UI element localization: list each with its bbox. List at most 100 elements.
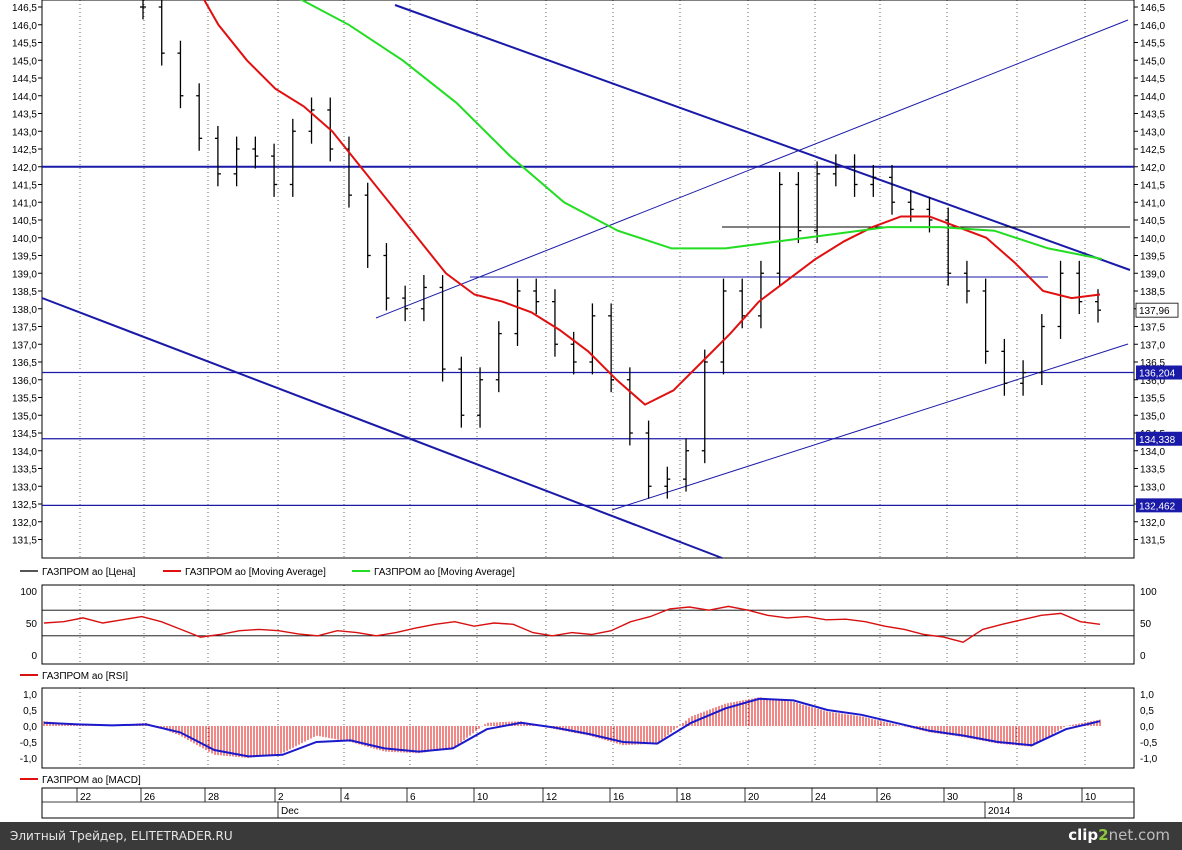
level-label-box [1136, 498, 1182, 513]
footer-bar: Элитный Трейдер, ELITETRADER.RU clip2net… [0, 822, 1182, 850]
y-tick-label: 141,5 [12, 181, 37, 192]
rsi-panel: 100 100 50 50 0 0 ГАЗПРОМ ао [RSI] [20, 584, 1157, 682]
y-tick-label: 0 [31, 651, 37, 662]
y-tick-label: 145,5 [12, 39, 37, 50]
y-tick-label: 132,5 [12, 500, 37, 511]
y-tick-label: 133,5 [12, 465, 37, 476]
y-tick-label: 0,5 [23, 706, 37, 717]
moving-average-red [203, 0, 1101, 406]
y-tick-label: 1,0 [23, 690, 37, 701]
y-tick-label: 0,0 [23, 722, 37, 733]
y-tick-label: 140,5 [1140, 216, 1165, 227]
brand-logo[interactable]: clip2net.com [1068, 826, 1170, 844]
y-tick-label: 146,5 [12, 3, 37, 14]
date-tick-label: 22 [80, 792, 92, 803]
date-tick-label: 4 [344, 792, 350, 803]
y-tick-label: 133,0 [12, 482, 37, 493]
date-tick-label: 28 [208, 792, 220, 803]
y-tick-label: 131,5 [12, 536, 37, 547]
y-tick-label: 144,5 [1140, 74, 1165, 85]
current-price-label: 137,96 [1139, 306, 1170, 317]
y-tick-label: -0,5 [20, 738, 38, 749]
date-tick-label: 20 [748, 792, 760, 803]
y-tick-label: 50 [1140, 619, 1152, 630]
y-tick-label: 142,0 [1140, 163, 1165, 174]
y-tick-label: 132,0 [1140, 518, 1165, 529]
y-tick-label: 136,5 [12, 358, 37, 369]
trend-line [394, 4, 1131, 271]
legend-label: ГАЗПРОМ ао [MACD] [42, 775, 141, 786]
y-tick-label: 143,0 [1140, 127, 1165, 138]
brand-logo-part: clip [1068, 826, 1099, 844]
month-label: 2014 [988, 806, 1011, 817]
y-tick-label: 133,5 [1140, 465, 1165, 476]
y-tick-label: 139,0 [1140, 269, 1165, 280]
y-tick-label: 132,0 [12, 518, 37, 529]
y-tick-label: 144,0 [1140, 92, 1165, 103]
y-tick-label: 142,5 [1140, 145, 1165, 156]
legend-label: ГАЗПРОМ ао [Moving Average] [374, 567, 515, 578]
y-tick-label: 137,5 [1140, 323, 1165, 334]
y-tick-label: 140,5 [12, 216, 37, 227]
month-label: Dec [281, 806, 299, 817]
level-label: 136,204 [1139, 369, 1176, 380]
y-tick-label: 143,5 [12, 110, 37, 121]
date-tick-label: 8 [1017, 792, 1023, 803]
brand-logo-part: 2 [1098, 826, 1109, 844]
y-tick-label: 139,5 [1140, 252, 1165, 263]
date-tick-label: 26 [144, 792, 156, 803]
legend-label: ГАЗПРОМ ао [Moving Average] [185, 567, 326, 578]
y-tick-label: 137,0 [1140, 340, 1165, 351]
channel-line [375, 19, 1129, 319]
rsi-line [43, 605, 1101, 643]
date-tick-label: 26 [880, 792, 892, 803]
y-tick-label: -0,5 [1140, 738, 1158, 749]
level-label: 134,338 [1139, 435, 1176, 446]
y-tick-label: 134,0 [12, 447, 37, 458]
legend-label: ГАЗПРОМ ао [RSI] [42, 671, 128, 682]
legend-label: ГАЗПРОМ ао [Цена] [42, 567, 136, 578]
level-label-box [1136, 365, 1182, 380]
date-tick-label: 12 [546, 792, 558, 803]
y-tick-label: 137,5 [12, 323, 37, 334]
moving-average-green [299, 0, 1103, 260]
y-tick-label: 136,5 [1140, 358, 1165, 369]
date-tick-label: 30 [947, 792, 959, 803]
level-label: 132,462 [1139, 501, 1176, 512]
date-tick-label: 24 [815, 792, 827, 803]
y-tick-label: 136,0 [12, 376, 37, 387]
brand-logo-part: net.com [1108, 826, 1170, 844]
y-tick-label: 0,5 [1140, 706, 1154, 717]
date-axis-frame [41, 787, 1135, 819]
y-tick-label: 143,0 [12, 127, 37, 138]
macd-panel: 1,0 1,0 0,5 0,5 0,0 0,0 -0,5 -0,5 -1,0 -1,0 ГАЗПРО… [20, 687, 1158, 786]
rsi-plot-frame [41, 584, 1135, 665]
price-plot-frame [41, 0, 1135, 559]
y-tick-label: 136,0 [1140, 376, 1165, 387]
y-tick-label: 138,5 [12, 287, 37, 298]
y-tick-label: -1,0 [1140, 754, 1158, 765]
y-tick-label: 145,0 [12, 56, 37, 67]
y-tick-label: 100 [20, 587, 37, 598]
y-tick-label: 140,0 [1140, 234, 1165, 245]
y-tick-label: 141,0 [12, 198, 37, 209]
y-tick-label: 142,0 [12, 163, 37, 174]
date-tick-label: 16 [613, 792, 625, 803]
y-tick-label: 145,0 [1140, 56, 1165, 67]
y-tick-label: 139,0 [12, 269, 37, 280]
y-tick-label: 145,5 [1140, 39, 1165, 50]
y-tick-label: 134,0 [1140, 447, 1165, 458]
y-tick-label: 139,5 [12, 252, 37, 263]
y-tick-label: 146,0 [1140, 21, 1165, 32]
price-panel: 146,5 146,5 146,0 146,0 145,5 145,5 145,0 145,0… [12, 0, 1182, 578]
chart-area: 146,5 146,5 146,0 146,0 145,5 145,5 145,0 145,0… [12, 0, 1182, 819]
footer-credit: Элитный Трейдер, ELITETRADER.RU [10, 829, 233, 843]
y-tick-label: 146,0 [12, 21, 37, 32]
date-tick-label: 10 [477, 792, 489, 803]
y-tick-label: 141,5 [1140, 181, 1165, 192]
y-tick-label: 134,5 [12, 429, 37, 440]
level-label-box [1136, 431, 1182, 446]
y-tick-label: 133,0 [1140, 482, 1165, 493]
y-tick-label: 143,5 [1140, 110, 1165, 121]
